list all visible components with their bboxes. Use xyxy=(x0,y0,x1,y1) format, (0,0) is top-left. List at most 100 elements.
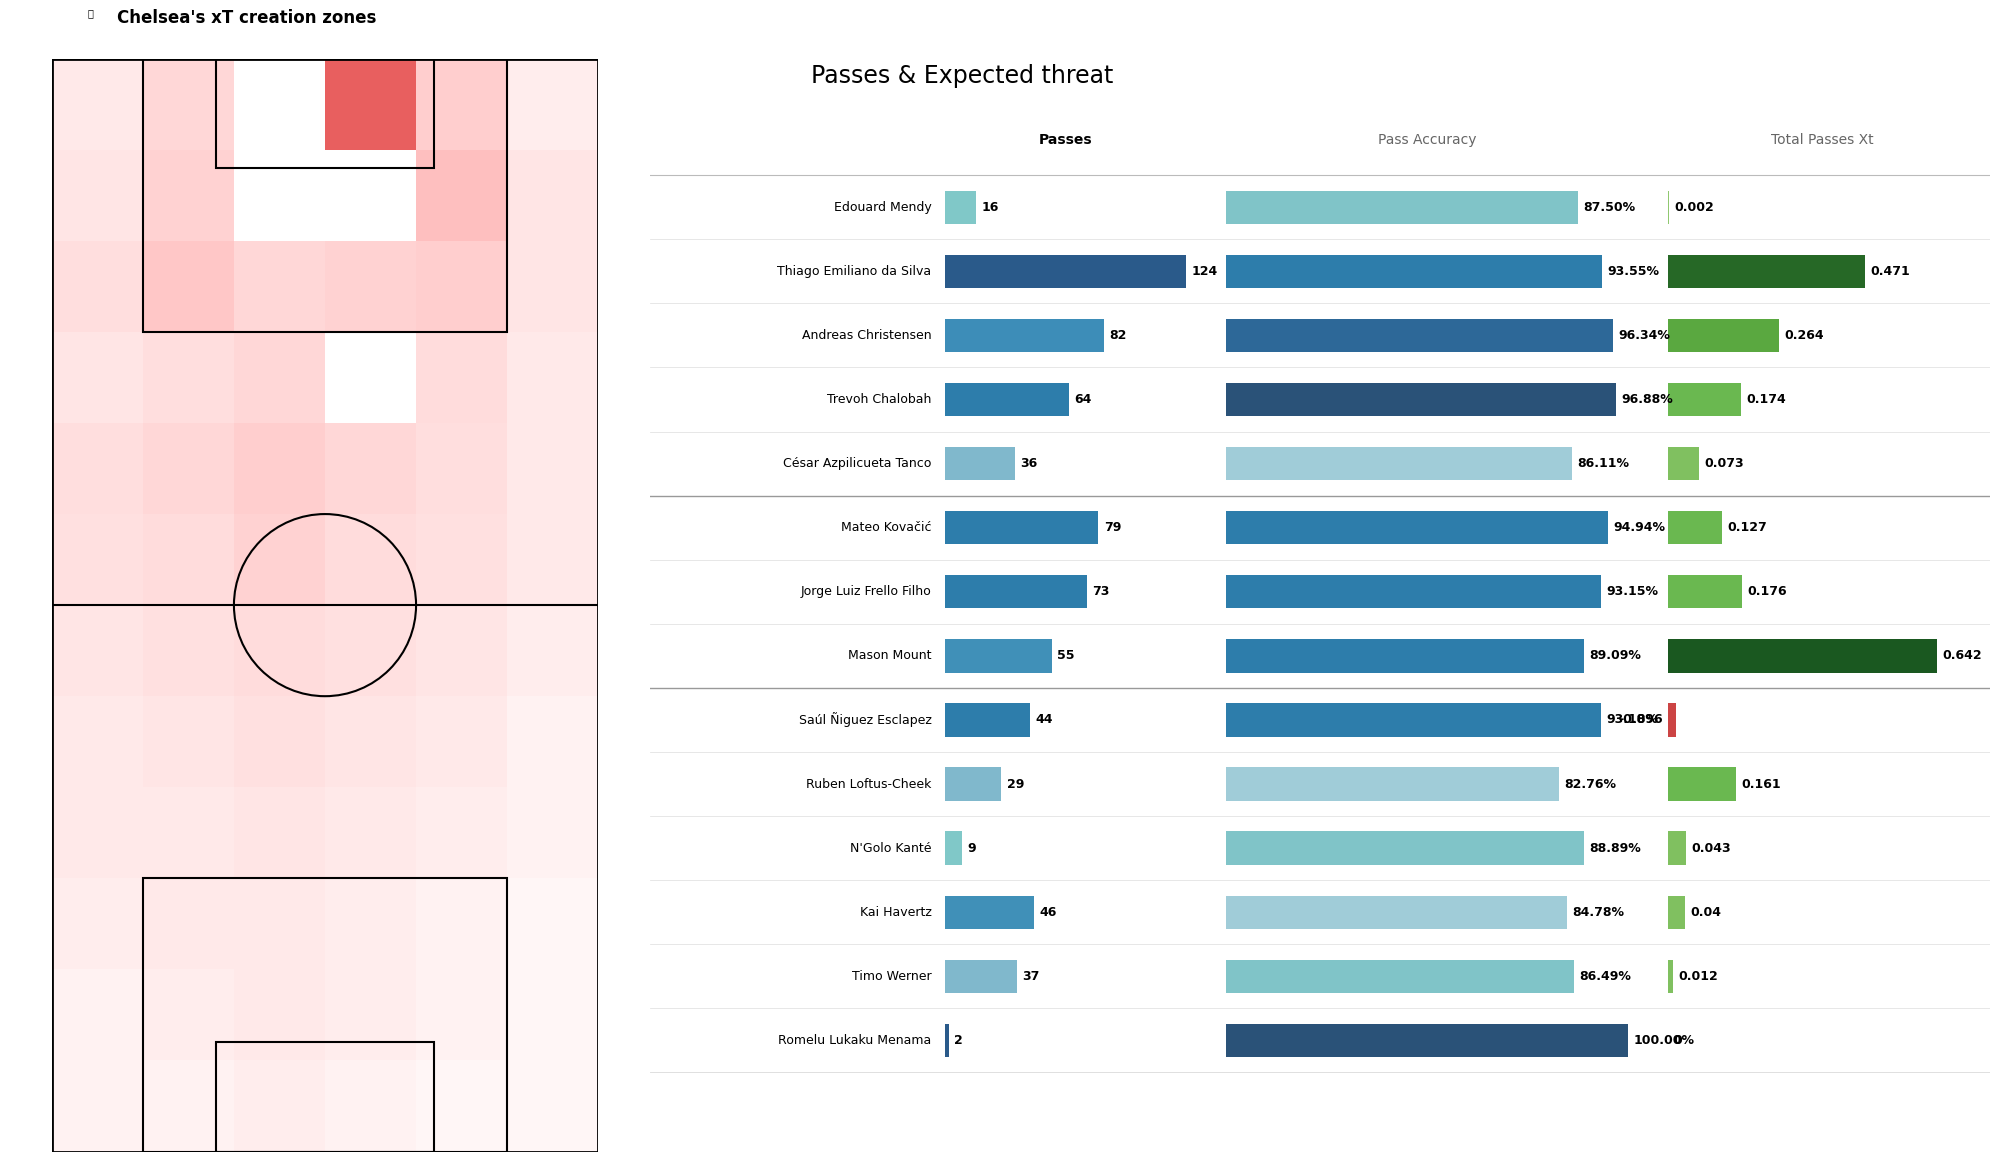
Bar xyxy=(1226,895,1568,929)
Bar xyxy=(324,787,416,879)
Bar xyxy=(944,1023,948,1058)
Text: Ruben Loftus-Cheek: Ruben Loftus-Cheek xyxy=(806,778,932,791)
Text: 37: 37 xyxy=(1022,969,1040,982)
Text: 0.073: 0.073 xyxy=(1704,457,1744,470)
Bar xyxy=(508,879,598,969)
Bar xyxy=(944,832,962,865)
Bar xyxy=(1668,639,1936,672)
Text: 9: 9 xyxy=(968,841,976,854)
Bar xyxy=(1226,832,1584,865)
Bar xyxy=(52,331,142,423)
Bar xyxy=(416,1060,508,1152)
Bar xyxy=(416,150,508,241)
Bar xyxy=(324,879,416,969)
Bar xyxy=(1226,383,1616,416)
Bar xyxy=(142,331,234,423)
Bar xyxy=(324,150,416,241)
Bar xyxy=(1226,639,1584,672)
Text: 82.76%: 82.76% xyxy=(1564,778,1616,791)
Text: 55: 55 xyxy=(1058,650,1074,663)
Bar xyxy=(1668,318,1778,352)
Bar xyxy=(1226,255,1602,288)
Bar xyxy=(234,696,324,787)
Text: Edouard Mendy: Edouard Mendy xyxy=(834,201,932,214)
Text: 0.176: 0.176 xyxy=(1748,585,1788,598)
Text: 88.89%: 88.89% xyxy=(1588,841,1640,854)
Text: 96.88%: 96.88% xyxy=(1622,392,1672,407)
Text: Total Passes Xt: Total Passes Xt xyxy=(1772,133,1874,147)
Bar xyxy=(142,1060,234,1152)
Bar xyxy=(324,696,416,787)
Text: 93.55%: 93.55% xyxy=(1608,264,1660,277)
Bar xyxy=(52,1060,142,1152)
Text: 36: 36 xyxy=(1020,457,1038,470)
Text: Passes & Expected threat: Passes & Expected threat xyxy=(810,63,1114,88)
Text: 0.174: 0.174 xyxy=(1746,392,1786,407)
Text: 0.161: 0.161 xyxy=(1742,778,1780,791)
Bar xyxy=(944,704,1030,737)
Bar xyxy=(324,1060,416,1152)
Bar xyxy=(508,423,598,515)
Bar xyxy=(508,150,598,241)
Bar xyxy=(52,787,142,879)
Bar xyxy=(234,59,324,150)
Bar xyxy=(1668,446,1698,481)
Text: 84.78%: 84.78% xyxy=(1572,906,1624,919)
Text: César Azpilicueta Tanco: César Azpilicueta Tanco xyxy=(784,457,932,470)
Bar xyxy=(52,150,142,241)
Bar xyxy=(416,241,508,331)
Bar xyxy=(1668,511,1722,544)
Text: 0.04: 0.04 xyxy=(1690,906,1722,919)
Bar xyxy=(142,696,234,787)
Text: 96.34%: 96.34% xyxy=(1618,329,1670,342)
Text: 44: 44 xyxy=(1036,713,1054,726)
Bar xyxy=(416,879,508,969)
Bar xyxy=(1668,960,1674,993)
Text: 46: 46 xyxy=(1040,906,1058,919)
Bar xyxy=(142,423,234,515)
Bar xyxy=(944,575,1086,609)
Bar xyxy=(508,696,598,787)
Text: 0.642: 0.642 xyxy=(1942,650,1982,663)
Bar xyxy=(416,605,508,696)
Text: 0.471: 0.471 xyxy=(1870,264,1910,277)
Bar xyxy=(142,879,508,1152)
Text: 100.00%: 100.00% xyxy=(1634,1034,1694,1047)
Bar xyxy=(508,969,598,1060)
Text: Thiago Emiliano da Silva: Thiago Emiliano da Silva xyxy=(778,264,932,277)
Bar xyxy=(1226,511,1608,544)
Text: Saúl Ñiguez Esclapez: Saúl Ñiguez Esclapez xyxy=(798,712,932,727)
Text: 0.127: 0.127 xyxy=(1726,522,1766,535)
Bar xyxy=(416,515,508,605)
Bar xyxy=(324,969,416,1060)
Text: Chelsea's xT creation zones: Chelsea's xT creation zones xyxy=(118,9,376,27)
Bar xyxy=(508,1060,598,1152)
Bar xyxy=(52,605,142,696)
Text: Kai Havertz: Kai Havertz xyxy=(860,906,932,919)
Bar xyxy=(142,787,234,879)
Bar xyxy=(52,59,142,150)
Bar xyxy=(324,241,416,331)
Text: 86.49%: 86.49% xyxy=(1580,969,1632,982)
Text: 2: 2 xyxy=(954,1034,962,1047)
Bar xyxy=(324,331,416,423)
Bar xyxy=(944,895,1034,929)
Text: Timo Werner: Timo Werner xyxy=(852,969,932,982)
Bar xyxy=(1226,960,1574,993)
Text: 🏆: 🏆 xyxy=(88,8,92,19)
Text: 87.50%: 87.50% xyxy=(1584,201,1636,214)
Text: 93.15%: 93.15% xyxy=(1606,585,1658,598)
Bar xyxy=(1226,767,1558,800)
Bar xyxy=(142,150,234,241)
Bar xyxy=(234,241,324,331)
Text: -0.096: -0.096 xyxy=(1618,713,1664,726)
Bar xyxy=(324,423,416,515)
Bar xyxy=(52,515,142,605)
Text: Mason Mount: Mason Mount xyxy=(848,650,932,663)
Bar xyxy=(944,511,1098,544)
Bar xyxy=(142,241,234,331)
Bar xyxy=(142,59,508,331)
Text: 0.012: 0.012 xyxy=(1678,969,1718,982)
Text: 29: 29 xyxy=(1006,778,1024,791)
Bar xyxy=(508,331,598,423)
